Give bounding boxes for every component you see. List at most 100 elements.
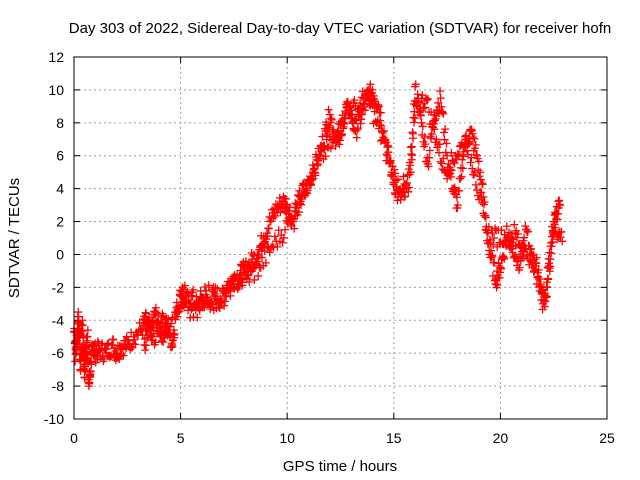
data-point [407,142,416,151]
data-point [336,131,345,140]
data-point [174,305,183,314]
data-point [531,261,540,270]
data-point [381,136,390,145]
data-point [214,303,223,312]
data-point [198,302,207,311]
y-tick-label: 10 [48,82,64,98]
data-point [425,153,434,162]
x-tick-label: 5 [177,430,185,446]
y-tick-label: 0 [56,246,64,262]
data-point [470,134,479,143]
data-point [542,293,551,302]
data-point [366,80,375,89]
data-point [490,234,499,242]
data-point [227,280,236,289]
data-point [79,362,88,371]
data-point [145,313,154,322]
data-point [456,174,465,183]
data-point [446,169,455,178]
data-point [141,346,150,355]
data-point [182,297,191,306]
data-point [160,323,169,332]
data-point [439,154,448,163]
data-point [222,292,231,301]
data-point [541,291,550,300]
data-point [308,161,317,170]
data-point [246,258,255,267]
data-point [500,254,509,263]
data-point [490,258,499,267]
data-point [459,147,468,156]
data-point [324,105,333,114]
data-point [200,282,209,291]
data-point [423,95,432,104]
data-point [364,85,373,94]
data-point [156,321,165,330]
data-point [481,213,490,222]
data-point [161,315,170,324]
data-point [394,175,403,184]
data-point [152,308,161,317]
data-point [427,130,436,139]
y-tick-label: -2 [52,279,65,295]
data-point [307,180,316,189]
data-point [103,340,112,349]
data-point [325,110,334,119]
data-point [558,237,567,246]
data-point [278,238,287,247]
data-points [70,80,567,391]
data-point [435,140,444,149]
data-point [543,263,552,272]
data-point [500,230,509,239]
data-point [489,240,498,249]
data-point [420,133,429,142]
data-point [204,281,213,290]
data-point [303,186,312,195]
data-point [455,186,464,195]
y-axis-label: SDTVAR / TECUs [6,178,23,298]
data-point [458,164,467,173]
data-point [314,156,323,165]
data-point [535,275,544,284]
data-point [142,341,151,350]
data-point [180,281,189,290]
y-tick-label: -4 [52,312,65,328]
data-point [399,172,408,181]
data-point [83,332,92,341]
data-point [136,325,145,334]
data-point [553,209,562,218]
data-point [402,184,411,193]
data-point [501,236,510,245]
data-point [208,300,217,309]
data-point [437,159,446,168]
plot-frame [73,56,608,420]
data-point [165,332,174,341]
data-point [80,360,89,369]
data-point [226,291,235,300]
data-point [83,343,92,352]
data-point [453,150,462,159]
data-point [302,188,311,197]
data-point [547,242,556,251]
data-point [553,229,562,238]
data-point [96,346,105,355]
data-point [334,126,343,135]
data-point [390,165,399,174]
data-point [83,326,92,335]
data-point [432,135,441,144]
data-point [452,193,461,202]
data-point [452,155,461,164]
data-point [245,278,254,287]
data-point [497,226,506,235]
data-point [410,118,419,127]
data-point [427,108,436,117]
data-point [521,244,530,253]
data-point [411,114,420,123]
data-point [176,291,185,300]
data-point [168,313,177,322]
data-point [370,107,379,116]
data-point [305,180,314,189]
data-point [463,146,472,155]
data-point [368,101,377,110]
data-point [458,155,467,164]
